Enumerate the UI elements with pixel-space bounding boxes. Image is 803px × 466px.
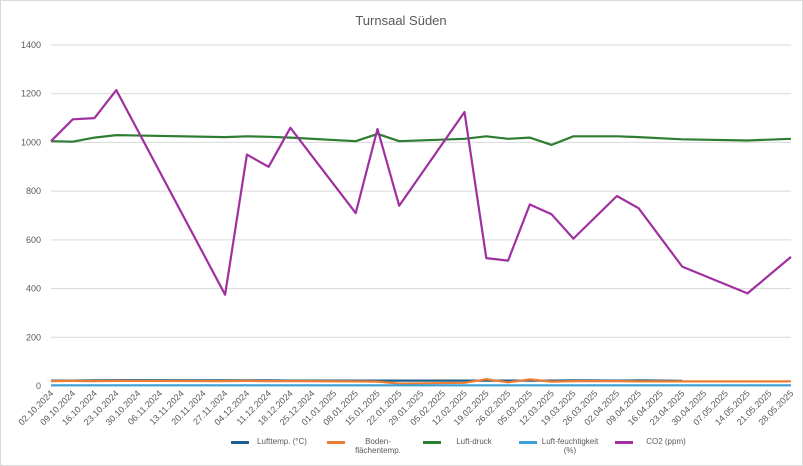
y-tick-label: 800 xyxy=(26,186,41,196)
legend: Lufttemp. (°C) Boden-flächentemp. Luft-dru… xyxy=(231,437,697,455)
series-line xyxy=(50,89,792,296)
legend-label: Lufttemp. (°C) xyxy=(257,437,307,446)
series-line xyxy=(50,132,792,146)
series-line xyxy=(50,378,791,385)
y-tick-label: 1000 xyxy=(21,137,41,147)
y-tick-label: 1200 xyxy=(21,89,41,99)
legend-swatch xyxy=(423,441,441,444)
y-tick-label: 400 xyxy=(26,284,41,294)
legend-label: CO2 (ppm) xyxy=(646,437,686,446)
legend-swatch xyxy=(519,441,537,444)
legend-item: Boden-flächentemp. xyxy=(327,437,409,455)
y-tick-label: 1400 xyxy=(21,40,41,50)
legend-label: Luft-druck xyxy=(456,437,492,446)
legend-label: Luft-feuchtigkeit (%) xyxy=(541,437,599,455)
legend-item: Luft-druck xyxy=(423,437,505,455)
y-tick-label: 200 xyxy=(26,332,41,342)
y-tick-label: 600 xyxy=(26,235,41,245)
legend-label: Boden-flächentemp. xyxy=(355,437,401,455)
legend-item: CO2 (ppm) xyxy=(615,437,697,455)
legend-item: Lufttemp. (°C) xyxy=(231,437,313,455)
y-tick-label: 0 xyxy=(36,381,41,391)
legend-swatch xyxy=(231,441,249,444)
legend-item: Luft-feuchtigkeit (%) xyxy=(519,437,601,455)
chart-title: Turnsaal Süden xyxy=(355,13,446,28)
plot: Turnsaal Süden 0 200 400 600 800 1000 1200 1400… xyxy=(16,13,795,427)
legend-swatch xyxy=(615,441,633,444)
legend-swatch xyxy=(327,441,345,444)
